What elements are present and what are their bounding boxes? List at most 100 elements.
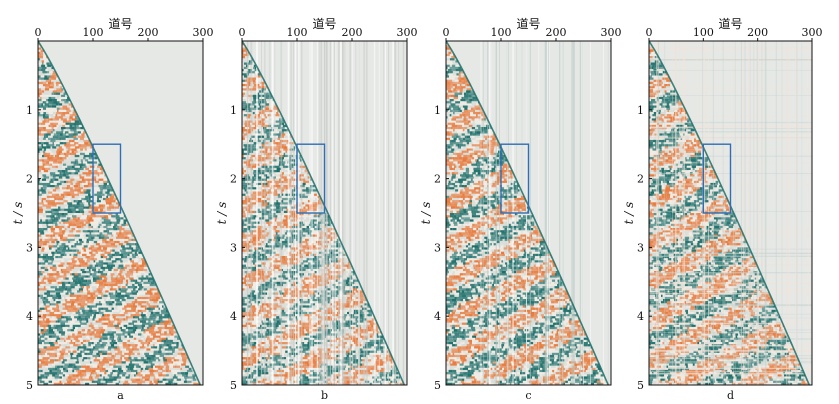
wavefield-cell: [91, 176, 97, 179]
wavefield-cell: [55, 262, 61, 265]
wavefield-cell: [66, 159, 70, 162]
wavefield-cell: [98, 290, 102, 293]
wavefield-cell: [106, 357, 111, 360]
wavefield-cell: [53, 260, 58, 263]
wavefield-cell: [90, 361, 92, 364]
wavefield-cell: [58, 112, 63, 115]
wavefield-cell: [172, 339, 178, 343]
wavefield-cell: [50, 174, 53, 177]
wavefield-cell: [50, 316, 52, 319]
wavefield-cell: [68, 223, 73, 227]
wavefield-cell: [50, 75, 53, 78]
wavefield-cell: [80, 311, 83, 315]
wavefield-cell: [38, 75, 41, 78]
wavefield-cell: [103, 219, 106, 222]
wavefield-cell: [273, 127, 279, 130]
wavefield-cell: [115, 326, 121, 330]
wavefield-cell: [65, 99, 70, 102]
wavefield-cell: [95, 374, 101, 377]
wavefield-cell: [114, 296, 119, 300]
wavefield-cell: [59, 142, 64, 145]
wavefield-cell: [263, 129, 268, 132]
wavefield-cell: [63, 367, 66, 371]
wavefield-cell: [120, 286, 122, 289]
wavefield-cell: [257, 116, 261, 119]
wavefield-cell: [246, 167, 251, 171]
wavefield-cell: [250, 148, 255, 151]
wavefield-cell: [57, 348, 62, 351]
wavefield-cell: [79, 348, 84, 351]
wavefield-cell: [43, 200, 46, 203]
wavefield-cell: [64, 326, 69, 330]
wavefield-cell: [280, 127, 285, 130]
wavefield-cell: [107, 350, 110, 353]
wavefield-cell: [128, 247, 132, 250]
wavefield-cell: [92, 243, 96, 246]
wavefield-cell: [154, 357, 160, 360]
wavefield-cell: [38, 301, 43, 304]
wavefield-cell: [96, 314, 98, 317]
wavefield-cell: [134, 266, 137, 270]
wavefield-cell: [38, 367, 43, 371]
wavefield-cell: [44, 311, 47, 315]
wavefield-cell: [58, 357, 64, 360]
wavefield-cell: [61, 88, 64, 91]
wavefield-cell: [149, 299, 152, 302]
wavefield-cell: [38, 266, 41, 270]
wavefield-cell: [89, 350, 93, 353]
wavefield-cell: [274, 118, 279, 121]
wavefield-cell: [83, 314, 87, 317]
wavefield-cell: [63, 271, 67, 274]
wavefield-cell: [61, 275, 67, 278]
wavefield-cell: [41, 77, 44, 80]
wavefield-cell: [44, 245, 49, 248]
wavefield-cell: [103, 294, 108, 298]
wavefield-cell: [269, 107, 272, 110]
wavefield-cell: [172, 376, 178, 379]
wavefield-cell: [46, 322, 50, 325]
wavefield-cell: [106, 228, 110, 231]
wavefield-cell: [38, 294, 40, 298]
wavefield-cell: [46, 144, 50, 147]
wavefield-cell: [46, 256, 50, 259]
wavefield-cell: [144, 357, 147, 360]
wavefield-cell: [50, 185, 55, 188]
wavefield-cell: [272, 165, 275, 169]
wavefield-cell: [140, 288, 143, 291]
wavefield-cell: [106, 264, 111, 267]
wavefield-cell: [73, 348, 77, 351]
wavefield-cell: [268, 118, 273, 121]
wavefield-cell: [126, 307, 132, 310]
wavefield-cell: [164, 326, 170, 330]
wavefield-cell: [63, 221, 66, 224]
wavefield-cell: [132, 294, 138, 298]
wavefield-cell: [242, 105, 246, 108]
wavefield-cell: [75, 114, 78, 117]
wavefield-cell: [74, 333, 78, 336]
wavefield-cell: [242, 103, 247, 106]
wavefield-cell: [38, 150, 40, 153]
wavefield-cell: [268, 159, 273, 162]
wavefield-cell: [72, 361, 76, 364]
wavefield-cell: [53, 245, 58, 248]
wavefield-cell: [69, 152, 72, 156]
wavefield-cell: [43, 148, 47, 151]
wavefield-cell: [79, 307, 85, 310]
wavefield-cell: [57, 232, 63, 235]
wavefield-cell: [50, 225, 54, 229]
wavefield-cell: [45, 116, 49, 119]
wavefield-cell: [43, 107, 47, 110]
wavefield-cell: [64, 144, 67, 147]
wavefield-cell: [43, 58, 45, 61]
wavefield-cell: [146, 372, 150, 375]
wavefield-cell: [103, 378, 108, 381]
wavefield-cell: [179, 380, 184, 384]
wavefield-cell: [106, 202, 108, 205]
wavefield-cell: [96, 200, 101, 203]
wavefield-cell: [44, 251, 47, 255]
wavefield-cell: [38, 221, 43, 224]
wavefield-cell: [116, 331, 120, 334]
wavefield-cell: [108, 292, 111, 295]
wavefield-cell: [252, 77, 257, 80]
wavefield-cell: [264, 107, 269, 110]
